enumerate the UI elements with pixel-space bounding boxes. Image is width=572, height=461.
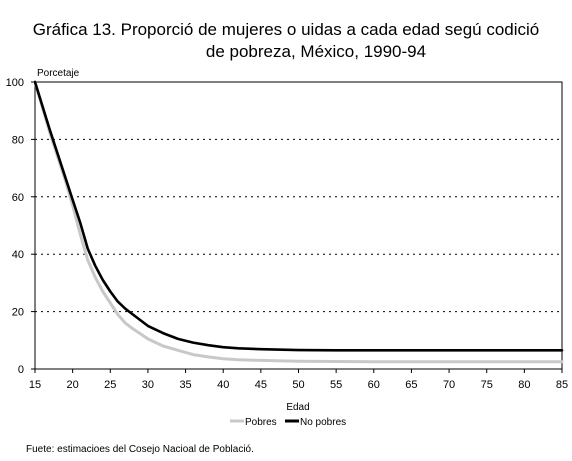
series-lines bbox=[33, 80, 564, 364]
y-tick-label-100: 100 bbox=[6, 77, 24, 89]
x-tick-label-60: 60 bbox=[368, 379, 380, 391]
x-tick-label-30: 30 bbox=[142, 379, 154, 391]
y-tick-label-20: 20 bbox=[12, 307, 24, 319]
x-axis-label: Edad bbox=[286, 402, 309, 413]
series-line-2 bbox=[33, 80, 564, 352]
x-tick-label-65: 65 bbox=[405, 379, 417, 391]
chart-title-line-2: de pobreza, México, 1990-94 bbox=[205, 42, 427, 61]
legend-label-2: No pobres bbox=[300, 417, 346, 428]
x-tick-label-25: 25 bbox=[104, 379, 116, 391]
x-tick-label-20: 20 bbox=[67, 379, 79, 391]
y-tick-label-0: 0 bbox=[18, 364, 24, 376]
legend-label-1: Pobres bbox=[245, 417, 277, 428]
y-tick-label-40: 40 bbox=[12, 249, 24, 261]
legend: Pobres No pobres bbox=[230, 417, 346, 428]
x-tick-label-40: 40 bbox=[217, 379, 229, 391]
x-tick-label-85: 85 bbox=[556, 379, 568, 391]
chart-title-line-1: Gráfica 13. Proporció de mujeres o uidas… bbox=[32, 20, 540, 39]
source-note: Fuete: estimacioes del Cosejo Nacioal de… bbox=[26, 444, 254, 455]
series-line-1 bbox=[33, 80, 564, 364]
x-tick-label-45: 45 bbox=[255, 379, 267, 391]
y-axis: 0 20 40 60 80 100 bbox=[6, 77, 35, 376]
x-tick-label-35: 35 bbox=[179, 379, 191, 391]
plot-frame bbox=[34, 81, 563, 370]
x-tick-label-50: 50 bbox=[292, 379, 304, 391]
gridlines bbox=[35, 138, 562, 313]
x-tick-label-80: 80 bbox=[518, 379, 530, 391]
x-tick-label-55: 55 bbox=[330, 379, 342, 391]
x-tick-label-15: 15 bbox=[29, 379, 41, 391]
x-tick-label-70: 70 bbox=[443, 379, 455, 391]
y-axis-label: Porcetaje bbox=[37, 68, 80, 79]
y-tick-label-80: 80 bbox=[12, 134, 24, 146]
y-tick-label-60: 60 bbox=[12, 192, 24, 204]
x-axis: 15 20 25 30 35 40 45 50 55 60 65 70 75 80 85 bbox=[29, 369, 568, 391]
x-tick-label-75: 75 bbox=[481, 379, 493, 391]
chart-title: Gráfica 13. Proporció de mujeres o uidas… bbox=[0, 19, 572, 63]
